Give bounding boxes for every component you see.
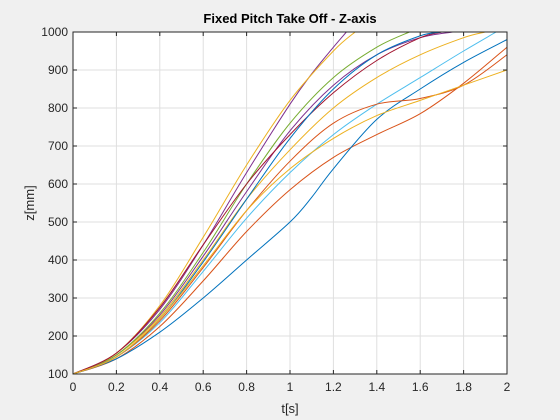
x-tick-label: 0.8 [238,380,255,394]
x-tick-label: 1.6 [412,380,429,394]
x-tick-label: 0.2 [108,380,125,394]
y-tick-label: 700 [48,139,68,153]
y-tick-label: 200 [48,329,68,343]
x-tick-label: 1.2 [325,380,342,394]
series-line-6 [73,32,497,374]
x-tick-label: 0 [70,380,77,394]
x-axis-label: t[s] [281,401,298,416]
series-line-2 [73,32,453,374]
series-line-8 [73,32,443,374]
y-tick-label: 900 [48,63,68,77]
x-tick-label: 1 [287,380,294,394]
y-tick-label: 100 [48,367,68,381]
series-layer [73,32,507,374]
y-tick-label: 600 [48,177,68,191]
x-tick-label: 1.4 [368,380,385,394]
y-tick-label: 800 [48,101,68,115]
y-tick-label: 300 [48,291,68,305]
x-tick-label: 0.4 [151,380,168,394]
series-line-11 [73,54,507,374]
series-line-9 [73,39,507,374]
chart-title: Fixed Pitch Take Off - Z-axis [203,11,376,26]
ticks: 0 0.2 0.4 0.6 0.8 1 1.2 1.4 1.6 1.8 2 100 200 300 400 5… [41,25,510,394]
series-line-1 [73,32,347,374]
y-axis-label: z[mm] [22,185,37,220]
y-tick-label: 400 [48,253,68,267]
x-tick-label: 1.8 [455,380,472,394]
series-line-4 [73,32,486,374]
y-tick-label: 500 [48,215,68,229]
x-tick-label: 0.6 [195,380,212,394]
x-tick-label: 2 [504,380,511,394]
y-tick-label: 1000 [41,25,68,39]
series-line-7 [73,46,507,374]
series-line-12 [73,69,507,374]
